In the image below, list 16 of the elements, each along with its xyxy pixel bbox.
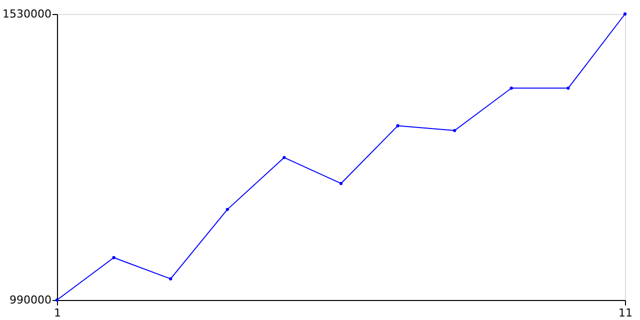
point (566, 86, 570, 90)
point (169, 277, 172, 280)
y-tick-label: 990000 (10, 294, 52, 306)
point (623, 12, 627, 16)
point (510, 86, 513, 90)
point (396, 124, 400, 128)
y-tick-label: 1530000 (2, 8, 52, 20)
point (339, 182, 343, 186)
line-series (55, 12, 627, 302)
point (453, 128, 456, 132)
point (55, 298, 59, 302)
x-tick-label: 11 (618, 306, 632, 320)
point (112, 256, 116, 260)
x-tick-label: 1 (54, 306, 61, 320)
point (282, 156, 286, 160)
point (226, 208, 229, 212)
